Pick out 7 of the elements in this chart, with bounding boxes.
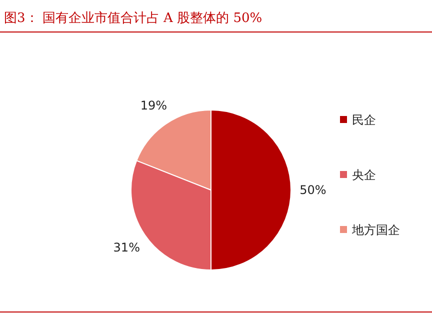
chart-title: 图3： 国有企业市值合计占 A 股整体的 50% (4, 11, 262, 26)
data-label: 50% (300, 183, 326, 197)
data-label: 31% (113, 240, 140, 254)
data-label: 19% (140, 98, 168, 113)
legend-label: 央企 (352, 168, 376, 182)
legend-label: 地方国企 (351, 223, 400, 237)
legend-label: 民企 (352, 113, 376, 127)
